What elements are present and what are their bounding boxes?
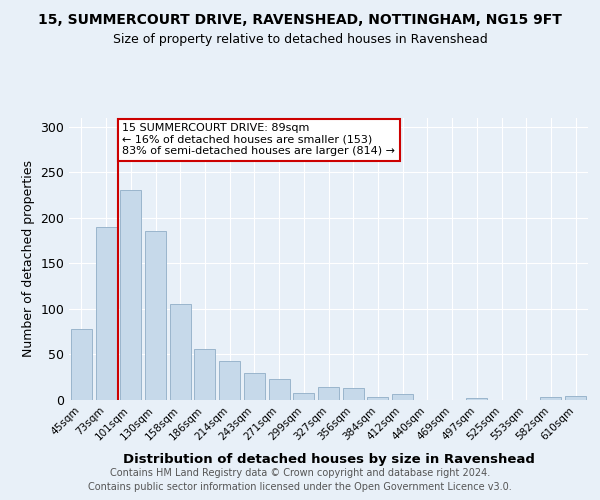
- Bar: [343, 388, 364, 400]
- Y-axis label: Number of detached properties: Number of detached properties: [22, 160, 35, 357]
- Bar: [541, 398, 562, 400]
- Bar: [71, 329, 92, 400]
- Bar: [120, 190, 141, 400]
- Bar: [145, 232, 166, 400]
- Bar: [170, 304, 191, 400]
- Bar: [367, 398, 388, 400]
- Text: Contains public sector information licensed under the Open Government Licence v3: Contains public sector information licen…: [88, 482, 512, 492]
- Bar: [318, 387, 339, 400]
- Text: 15 SUMMERCOURT DRIVE: 89sqm
← 16% of detached houses are smaller (153)
83% of se: 15 SUMMERCOURT DRIVE: 89sqm ← 16% of det…: [122, 123, 395, 156]
- Text: Contains HM Land Registry data © Crown copyright and database right 2024.: Contains HM Land Registry data © Crown c…: [110, 468, 490, 477]
- Bar: [565, 396, 586, 400]
- X-axis label: Distribution of detached houses by size in Ravenshead: Distribution of detached houses by size …: [122, 453, 535, 466]
- Bar: [466, 398, 487, 400]
- Bar: [244, 372, 265, 400]
- Bar: [194, 349, 215, 400]
- Bar: [269, 379, 290, 400]
- Bar: [392, 394, 413, 400]
- Bar: [293, 392, 314, 400]
- Bar: [95, 227, 116, 400]
- Text: Size of property relative to detached houses in Ravenshead: Size of property relative to detached ho…: [113, 32, 487, 46]
- Bar: [219, 361, 240, 400]
- Text: 15, SUMMERCOURT DRIVE, RAVENSHEAD, NOTTINGHAM, NG15 9FT: 15, SUMMERCOURT DRIVE, RAVENSHEAD, NOTTI…: [38, 12, 562, 26]
